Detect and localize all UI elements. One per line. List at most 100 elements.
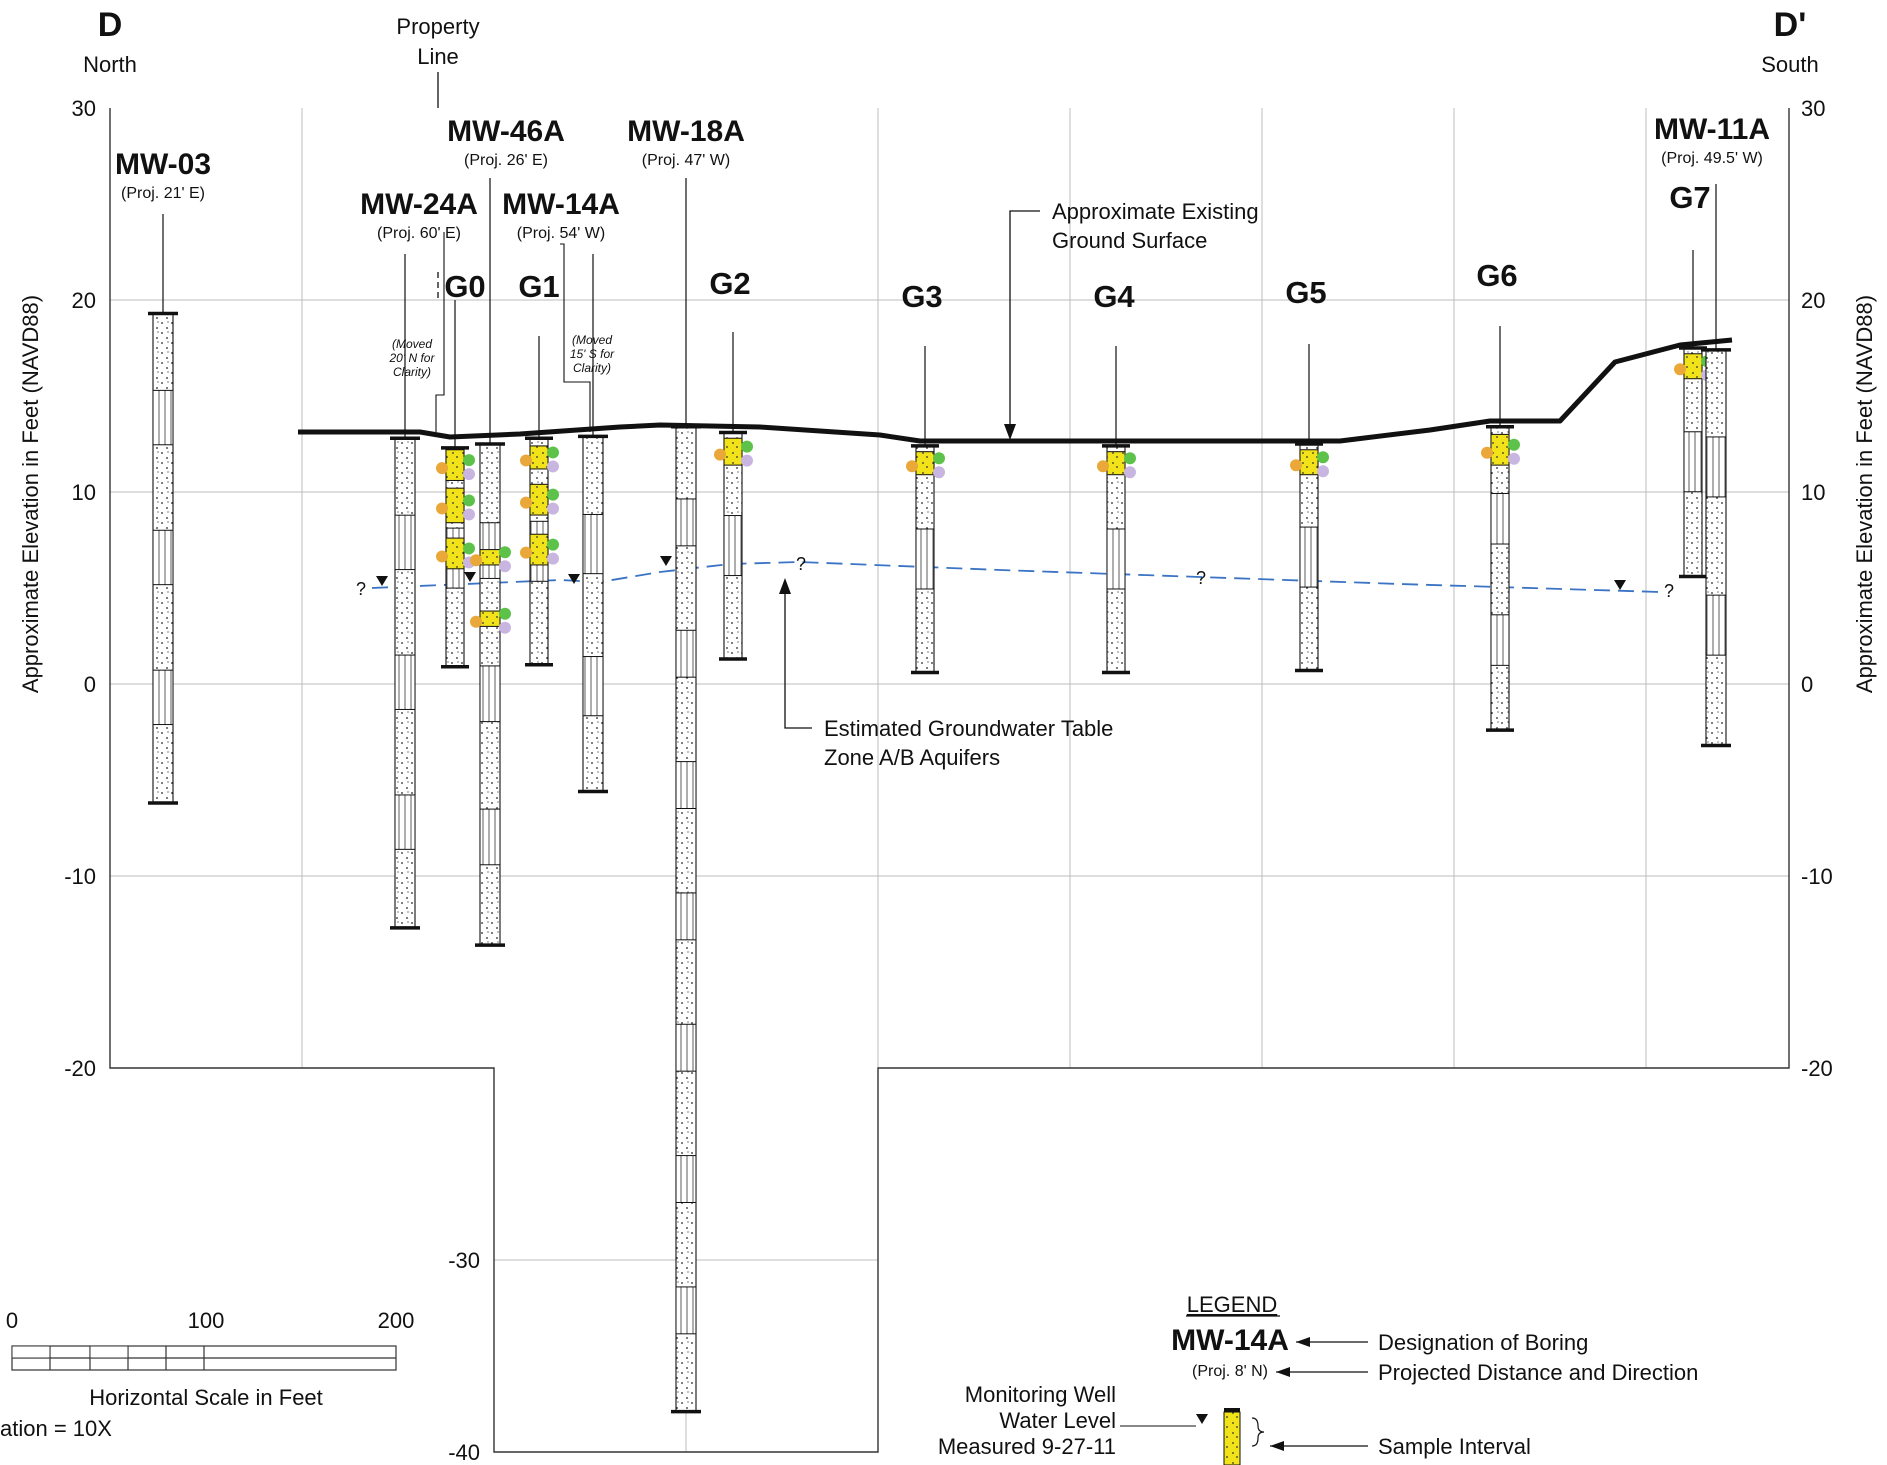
water-level-mw18a-icon bbox=[660, 556, 672, 566]
sample-marker-orange bbox=[470, 615, 482, 628]
groundwater-leader bbox=[784, 586, 812, 729]
boring-name-g4: G4 bbox=[1093, 279, 1135, 314]
sample-marker-green bbox=[463, 542, 475, 555]
sample-interval-mw46a bbox=[479, 610, 501, 627]
sample-marker-orange bbox=[714, 448, 726, 461]
ground-surface-label-2: Ground Surface bbox=[1052, 228, 1207, 253]
ground-surface-line bbox=[298, 337, 1733, 444]
boring-proj-mw11a: (Proj. 49.5' W) bbox=[1661, 150, 1763, 167]
boring-name-g7: G7 bbox=[1669, 180, 1710, 215]
boring-proj-mw03: (Proj. 21' E) bbox=[121, 185, 205, 202]
tick-mid-m30: -30 bbox=[448, 1248, 480, 1273]
sample-interval-g0 bbox=[445, 449, 465, 481]
moved-note-24a-2: 20' N for bbox=[389, 351, 436, 365]
legend-brace-icon bbox=[1251, 1417, 1265, 1447]
scale-exaggeration: ation = 10X bbox=[0, 1416, 112, 1441]
silt-layer-mw18a bbox=[675, 892, 697, 941]
legend-example-proj: (Proj. 8' N) bbox=[1192, 1363, 1268, 1380]
groundwater-arrowhead bbox=[779, 578, 791, 594]
sample-marker-lavender bbox=[933, 466, 945, 479]
gw-question-4: ? bbox=[1664, 581, 1674, 601]
silt-layer-mw46a bbox=[479, 665, 501, 723]
silt-layer-mw46a bbox=[479, 808, 501, 866]
tick-right-20: 20 bbox=[1801, 288, 1825, 313]
frame bbox=[109, 108, 1790, 1453]
sample-marker-orange bbox=[1097, 460, 1109, 473]
silt-layer-mw18a bbox=[675, 498, 697, 547]
sample-marker-green bbox=[547, 488, 559, 501]
sample-interval-mw46a bbox=[479, 549, 501, 566]
sample-marker-orange bbox=[470, 554, 482, 567]
ground-surface-label-1: Approximate Existing bbox=[1052, 199, 1259, 224]
water-level-mw24a-icon bbox=[376, 576, 388, 586]
grid bbox=[110, 108, 1789, 1452]
legend-sample: Sample Interval bbox=[1378, 1434, 1531, 1459]
tick-left-20: 20 bbox=[72, 288, 96, 313]
sample-interval-g4 bbox=[1106, 451, 1126, 476]
gw-question-2: ? bbox=[796, 554, 806, 574]
sample-interval-g7 bbox=[1683, 353, 1703, 380]
legend-well-line-2: Water Level bbox=[999, 1408, 1116, 1433]
boring-proj-mw18a: (Proj. 47' W) bbox=[642, 152, 730, 169]
silt-layer-mw03 bbox=[152, 389, 174, 446]
tick-right-0: 0 bbox=[1801, 672, 1813, 697]
scale-bar: 0 100 200 Horizontal Scale in Feet ation… bbox=[0, 1308, 414, 1441]
sample-marker-orange bbox=[520, 546, 532, 559]
sample-marker-orange bbox=[436, 550, 448, 563]
tick-left-m10: -10 bbox=[64, 864, 96, 889]
scale-label-100: 100 bbox=[188, 1308, 225, 1333]
silt-layer-mw11a bbox=[1705, 436, 1727, 498]
section-start-label: D bbox=[98, 6, 123, 44]
scale-title: Horizontal Scale in Feet bbox=[89, 1385, 323, 1410]
sample-marker-orange bbox=[1674, 363, 1686, 376]
ground-surface-leader bbox=[1009, 210, 1040, 430]
sample-interval-g1 bbox=[529, 445, 549, 470]
section-end-label: D' bbox=[1774, 6, 1807, 44]
water-level-mw46a-icon bbox=[464, 572, 476, 582]
tick-left-30: 30 bbox=[72, 96, 96, 121]
sample-interval-g2 bbox=[723, 437, 743, 466]
silt-layer-g4 bbox=[1106, 528, 1126, 590]
silt-layer-mw24a bbox=[394, 514, 416, 571]
silt-layer-mw18a bbox=[675, 1023, 697, 1072]
sample-interval-g1 bbox=[529, 483, 549, 516]
sample-interval-g1 bbox=[529, 533, 549, 566]
tick-right-m20: -20 bbox=[1801, 1056, 1833, 1081]
boring-labels: MW-03 (Proj. 21' E) MW-24A (Proj. 60' E)… bbox=[115, 113, 1770, 314]
boring-name-mw14a: MW-14A bbox=[502, 188, 620, 221]
sample-marker-lavender bbox=[463, 468, 475, 481]
sample-marker-lavender bbox=[1317, 465, 1329, 478]
sample-marker-lavender bbox=[1508, 452, 1520, 465]
boring-proj-mw24a: (Proj. 60' E) bbox=[377, 225, 461, 242]
silt-layer-g3 bbox=[915, 528, 935, 590]
boring-column-g6 bbox=[1490, 426, 1510, 731]
groundwater-label-1: Estimated Groundwater Table bbox=[824, 716, 1113, 741]
sample-marker-lavender bbox=[741, 454, 753, 467]
tick-right-30: 30 bbox=[1801, 96, 1825, 121]
legend-well-line-3: Measured 9-27-11 bbox=[938, 1434, 1116, 1459]
sample-marker-green bbox=[499, 546, 511, 559]
legend-arrow-designation-icon bbox=[1296, 1337, 1310, 1347]
silt-layer-g7 bbox=[1683, 431, 1703, 493]
tick-mid-m40: -40 bbox=[448, 1440, 480, 1465]
legend-well-line-1: Monitoring Well bbox=[965, 1382, 1116, 1407]
moved-note-24a-3: Clarity) bbox=[393, 365, 431, 379]
moved-note-14a-1: (Moved bbox=[572, 333, 612, 347]
scale-label-0: 0 bbox=[6, 1308, 18, 1333]
silt-layer-mw18a bbox=[675, 761, 697, 810]
tick-right-10: 10 bbox=[1801, 480, 1825, 505]
silt-layer-mw18a bbox=[675, 629, 697, 678]
legend-title: LEGEND bbox=[1187, 1292, 1277, 1317]
legend-projected: Projected Distance and Direction bbox=[1378, 1360, 1698, 1385]
sample-marker-orange bbox=[1290, 459, 1302, 472]
sample-marker-orange bbox=[906, 460, 918, 473]
legend-water-level-icon bbox=[1196, 1414, 1208, 1424]
boring-column-mw11a bbox=[1705, 349, 1727, 746]
boring-proj-mw14a: (Proj. 54' W) bbox=[517, 225, 605, 242]
sample-marker-lavender bbox=[463, 508, 475, 521]
tick-left-10: 10 bbox=[72, 480, 96, 505]
boring-name-g0: G0 bbox=[444, 269, 485, 304]
moved-leader-24a bbox=[435, 232, 445, 432]
silt-layer-mw03 bbox=[152, 669, 174, 726]
boring-name-mw11a: MW-11A bbox=[1654, 113, 1770, 146]
